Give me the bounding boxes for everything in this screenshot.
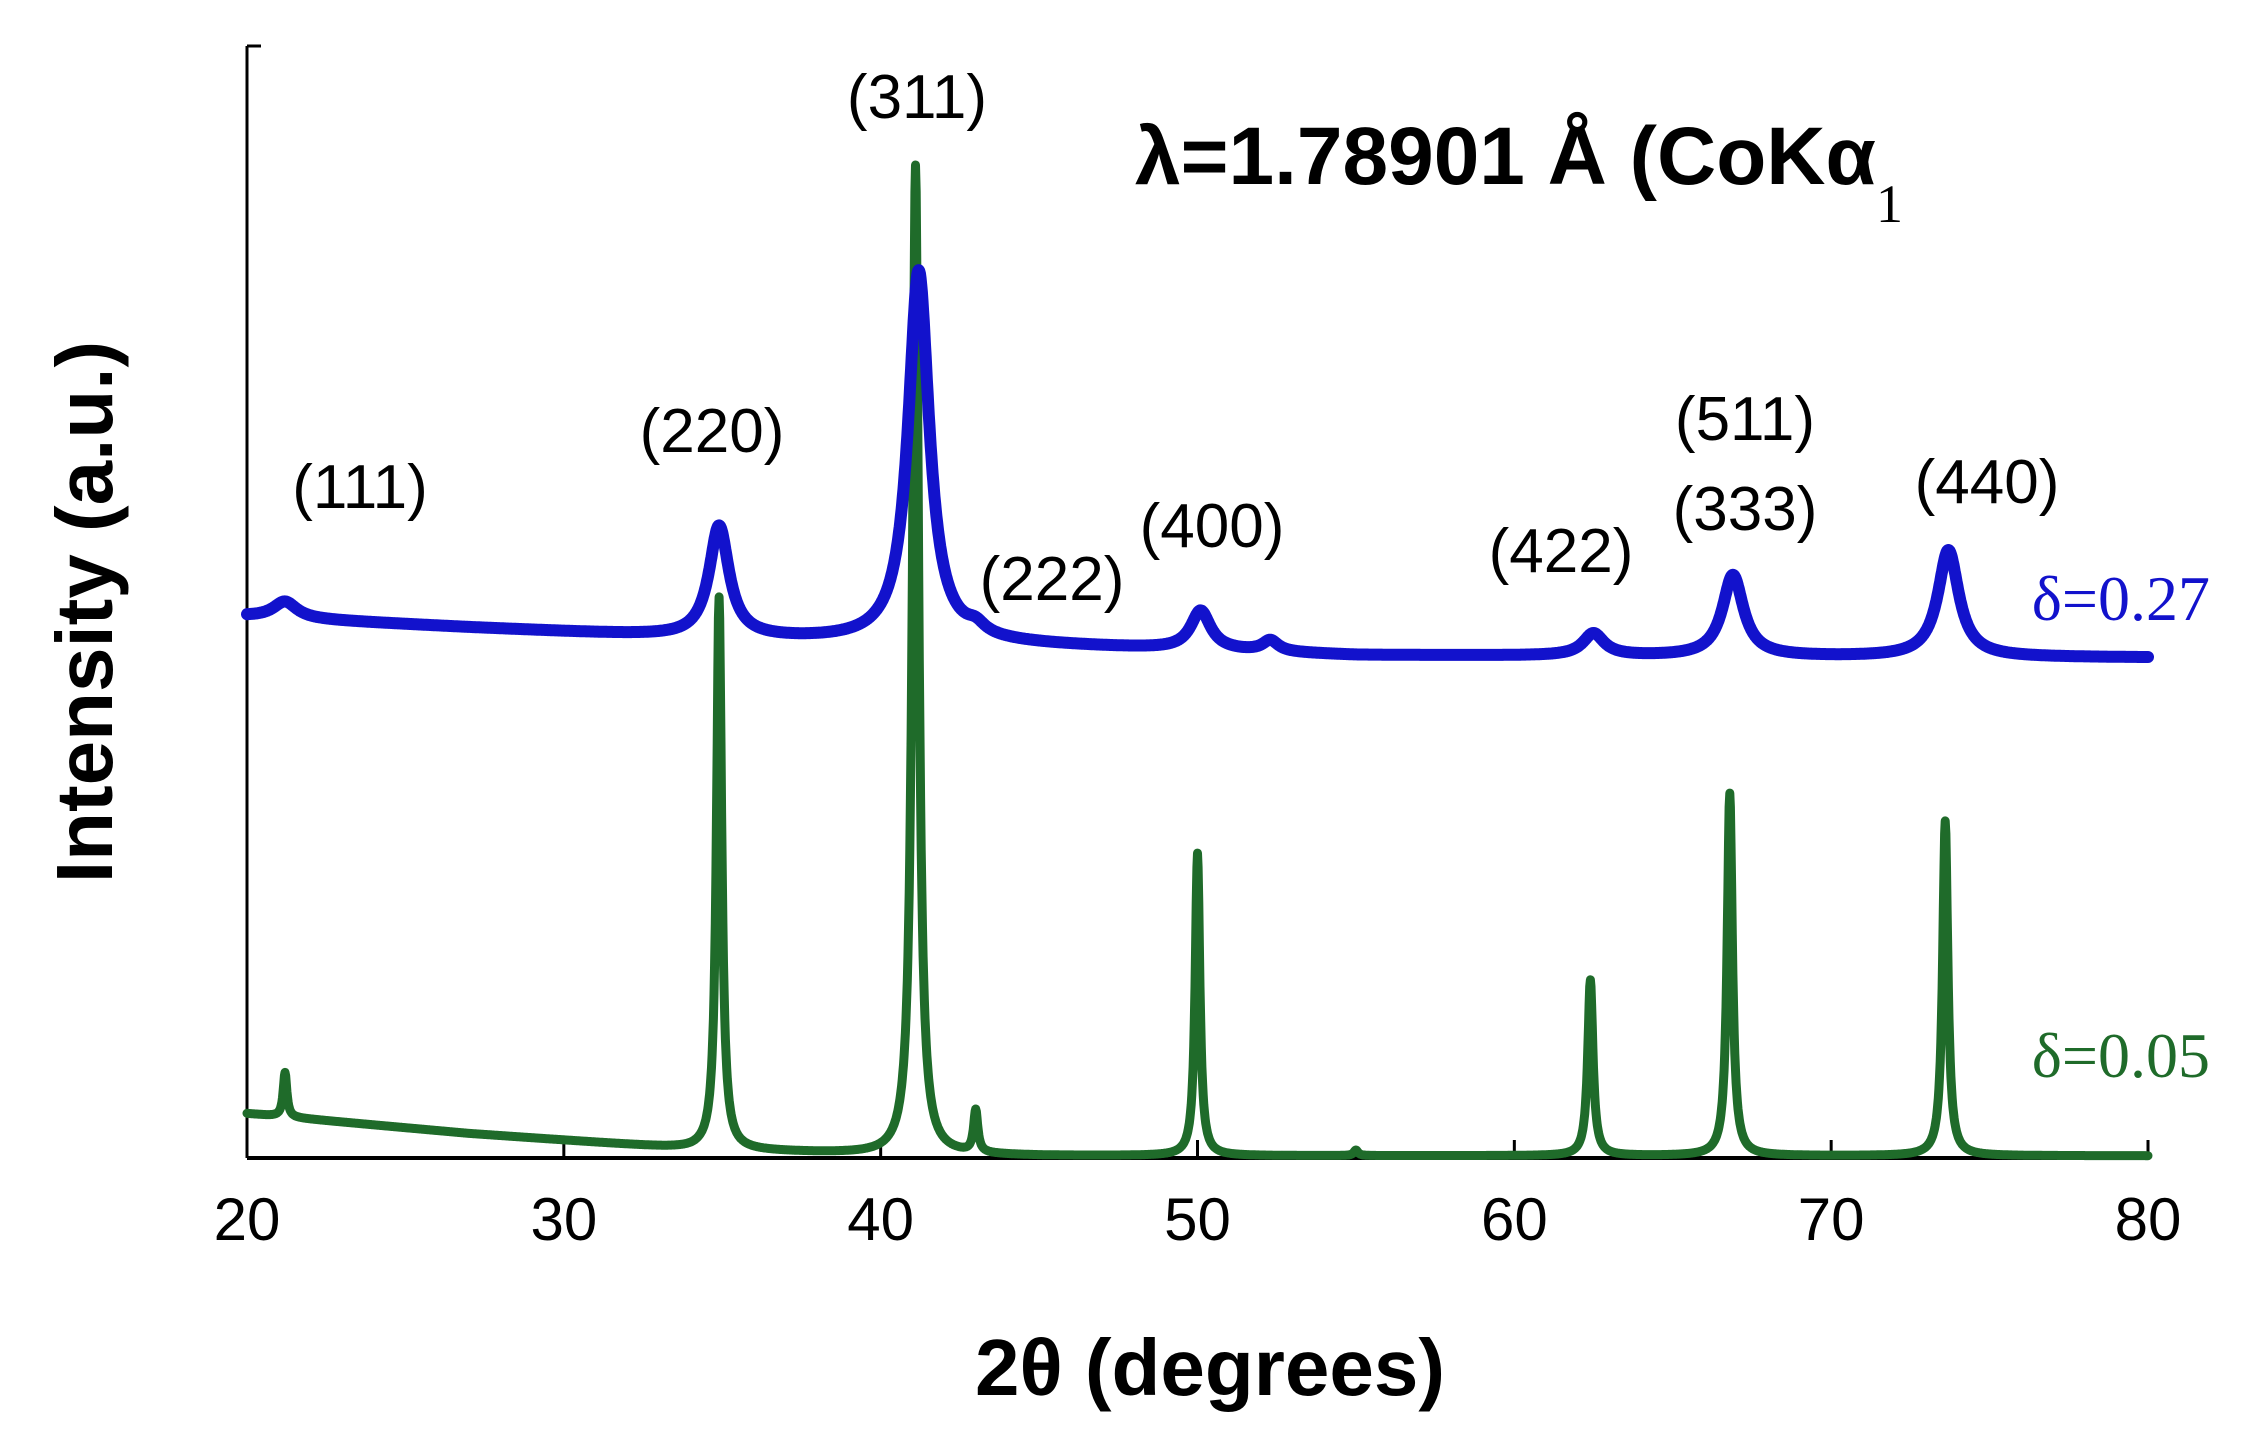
x-tick-label-80: 80 [2115, 1186, 2182, 1253]
series-label-delta-0-05: δ=0.05 [2032, 1020, 2210, 1091]
x-tick-label-70: 70 [1798, 1186, 1865, 1253]
series-group [241, 160, 2154, 1161]
x-tick-label-50: 50 [1164, 1186, 1231, 1253]
peak-label-220: (220) [640, 397, 785, 466]
annotations: δ=0.27 δ=0.05 (111) (220) (311) (222)(400) (42… [292, 63, 2210, 1091]
x-tick-label-40: 40 [847, 1186, 914, 1253]
y-axis-title: Intensity (a.u.) [40, 341, 129, 883]
series-line-delta-0-05 [242, 160, 2153, 1161]
peak-label-400: (400) [1140, 492, 1285, 561]
peak-label-222: (222) [980, 545, 1125, 614]
peak-label-311: (311) [847, 63, 987, 132]
peak-label-422: (422) [1489, 517, 1634, 586]
x-tick-label-60: 60 [1481, 1186, 1548, 1253]
wavelength-label-main: λ=1.78901 Å (CoKα [1135, 111, 1876, 202]
wavelength-label-subscript: 1 [1876, 174, 1903, 234]
axes: 20 30 40 50 60 70 80 [214, 44, 2182, 1253]
peak-label-440: (440) [1915, 448, 2060, 517]
x-tick-label-20: 20 [214, 1186, 281, 1253]
peak-label-333: (333) [1673, 475, 1818, 544]
wavelength-label: λ=1.78901 Å (CoKα1 [1135, 111, 1903, 234]
series-line-delta-0-27 [241, 264, 2154, 663]
x-tick-label-30: 30 [530, 1186, 597, 1253]
series-label-delta-0-27: δ=0.27 [2032, 563, 2210, 634]
x-axis-title: 2θ (degrees) [975, 1323, 1445, 1412]
peak-label-511: (511) [1675, 385, 1815, 454]
peak-label-111: (111) [292, 453, 428, 522]
